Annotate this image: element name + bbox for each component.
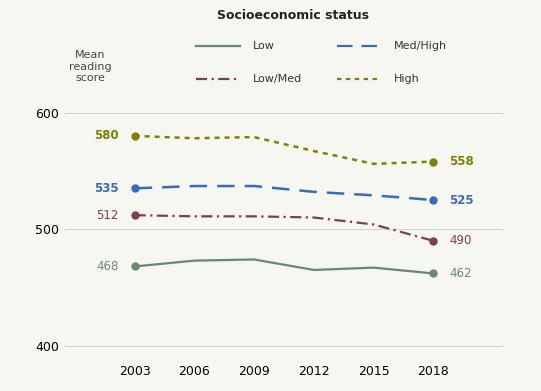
Text: 535: 535 (94, 182, 118, 195)
Text: 525: 525 (450, 194, 474, 206)
Text: 580: 580 (94, 129, 118, 142)
Text: Socioeconomic status: Socioeconomic status (217, 9, 369, 23)
Text: Mean
reading
score: Mean reading score (69, 50, 112, 83)
Text: Low: Low (253, 41, 275, 50)
Text: 558: 558 (450, 155, 474, 168)
Text: 468: 468 (96, 260, 118, 273)
Text: Low/Med: Low/Med (253, 74, 302, 84)
Text: 490: 490 (450, 234, 472, 248)
Text: Med/High: Med/High (394, 41, 447, 50)
Text: High: High (394, 74, 419, 84)
Text: 512: 512 (96, 209, 118, 222)
Text: 462: 462 (450, 267, 472, 280)
